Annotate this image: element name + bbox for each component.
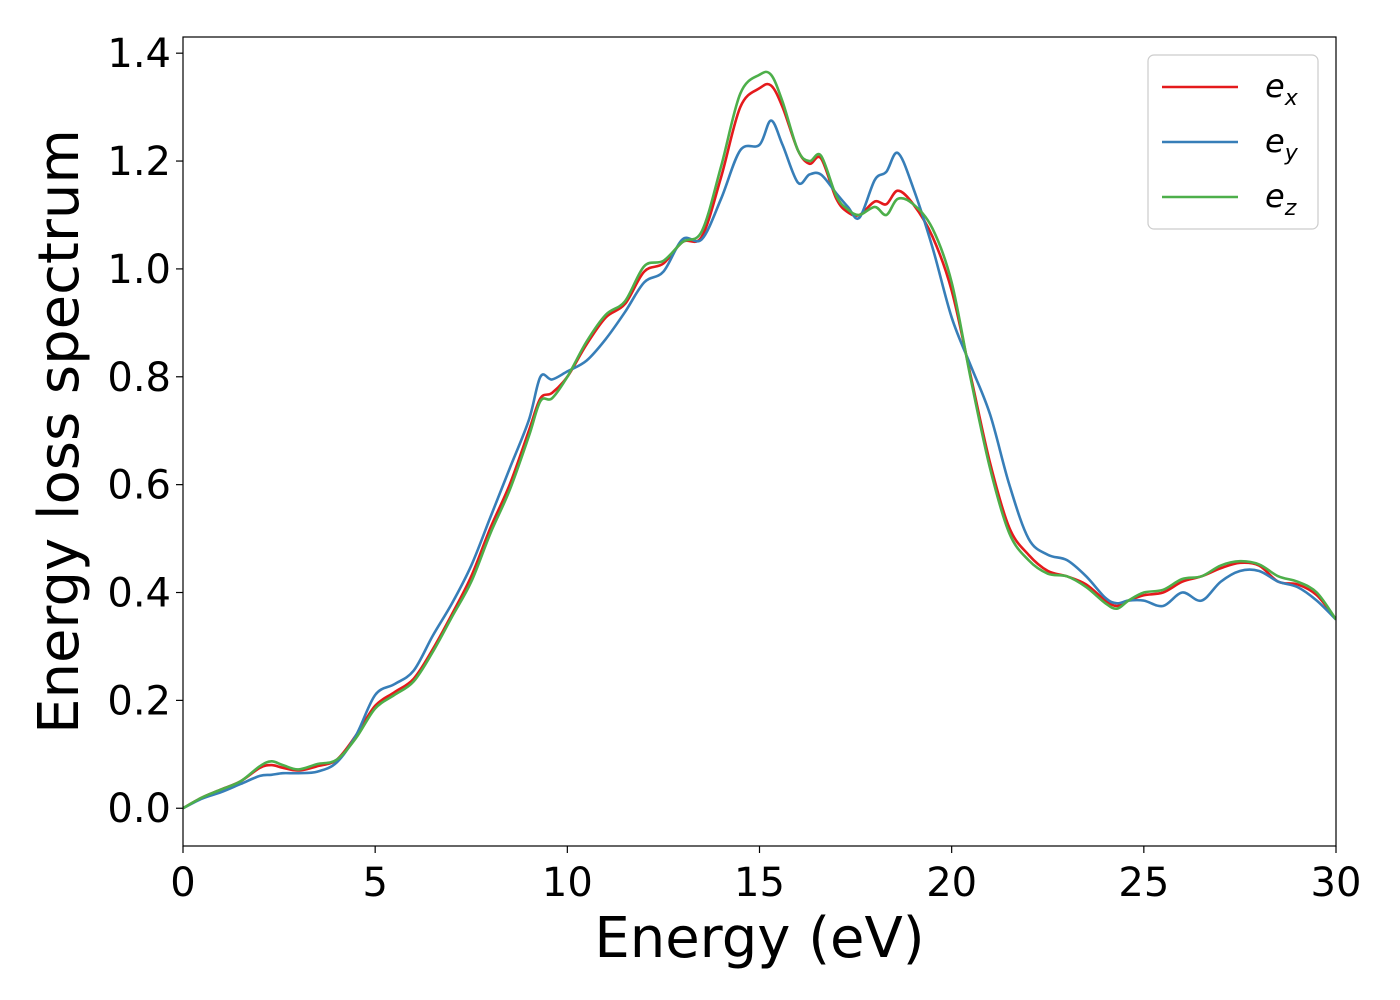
x-tick-label: 10 <box>542 860 593 906</box>
y-tick-label: 0.6 <box>107 463 171 509</box>
legend-label-sub: x <box>1284 86 1299 111</box>
legend-label-sub: z <box>1284 196 1297 221</box>
y-axis-label: Energy loss spectrum <box>27 129 92 734</box>
y-tick-label: 0.0 <box>107 786 171 832</box>
y-tick-label: 0.4 <box>107 571 171 617</box>
x-tick-label: 30 <box>1311 860 1362 906</box>
legend-entry-z: ez <box>1265 177 1297 221</box>
x-tick-label: 15 <box>734 860 785 906</box>
y-tick-label: 1.2 <box>107 139 171 185</box>
y-tick-label: 0.2 <box>107 678 171 724</box>
x-axis-label: Energy (eV) <box>594 906 924 971</box>
x-tick-label: 5 <box>362 860 387 906</box>
legend-entry-y: ey <box>1265 122 1299 166</box>
x-tick-label: 0 <box>170 860 195 906</box>
y-axis: 0.0 0.2 0.4 0.6 0.8 1.0 1.2 1.4 <box>107 31 183 832</box>
y-tick-label: 1.0 <box>107 247 171 293</box>
legend-label-main: e <box>1265 67 1285 105</box>
legend-label-main: e <box>1265 177 1285 215</box>
legend-label-sub: y <box>1284 141 1299 166</box>
x-axis: 0 5 10 15 20 25 30 <box>170 846 1361 906</box>
series-line-z <box>183 70 1336 810</box>
x-tick-label: 25 <box>1118 860 1169 906</box>
y-tick-label: 1.4 <box>107 31 171 77</box>
series-lines <box>183 70 1336 810</box>
legend-entry-x: ex <box>1265 67 1299 111</box>
legend-label-main: e <box>1265 122 1285 160</box>
y-tick-label: 0.8 <box>107 355 171 401</box>
x-tick-label: 20 <box>926 860 977 906</box>
